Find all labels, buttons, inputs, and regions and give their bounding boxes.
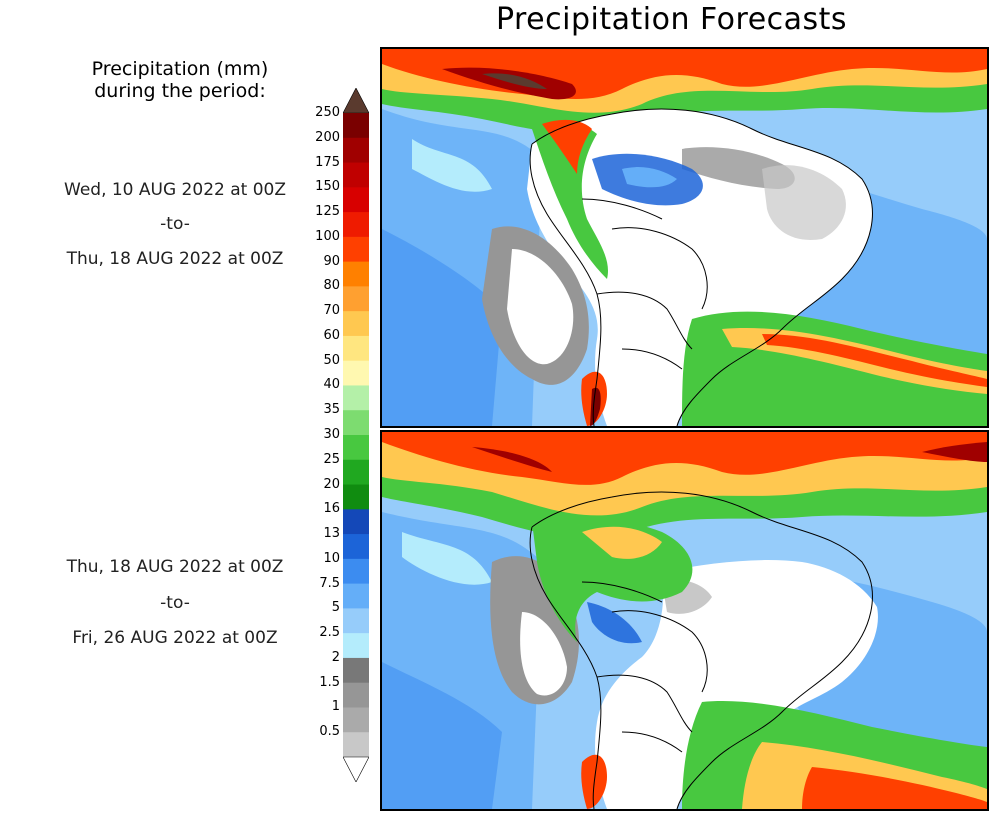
colorbar-segment	[343, 236, 369, 263]
colorbar-segment	[343, 162, 369, 188]
colorbar-segment	[343, 534, 369, 560]
period1-start: Wed, 10 AUG 2022 at 00Z	[64, 180, 286, 200]
colorbar-tick-label: 2	[331, 649, 340, 665]
colorbar-tick-label: 20	[323, 476, 340, 492]
colorbar-segment	[343, 311, 369, 337]
precip-map-1	[382, 49, 987, 426]
colorbar-tick-label: 200	[315, 129, 340, 145]
colorbar-tick-label: 150	[315, 179, 340, 195]
colorbar-segment	[343, 212, 369, 238]
colorbar-tick-label: 30	[323, 427, 340, 442]
colorbar-tick-label: 16	[323, 501, 340, 517]
colorbar-segment	[343, 657, 369, 684]
colorbar-segment	[343, 484, 369, 510]
legend-title-line1: Precipitation (mm)	[91, 58, 269, 80]
colorbar-tick-label: 5	[331, 600, 340, 616]
colorbar-segment	[343, 360, 369, 386]
colorbar-segment	[343, 558, 369, 585]
colorbar-tick-label: 13	[323, 526, 340, 542]
colorbar-tick-label: 1.5	[319, 674, 340, 690]
colorbar-bottom-arrow	[343, 756, 369, 782]
map-panel-period2	[380, 430, 989, 811]
colorbar-segment	[343, 608, 369, 634]
colorbar-tick-label: 7.5	[319, 575, 340, 591]
colorbar-tick-label: 50	[323, 352, 340, 368]
colorbar-segment	[343, 410, 369, 436]
colorbar-top-arrow	[343, 88, 369, 114]
colorbar-segment	[343, 732, 369, 758]
period2-end: Fri, 26 AUG 2022 at 00Z	[72, 628, 278, 648]
precip-map-2	[382, 432, 987, 809]
colorbar-segment	[343, 509, 369, 535]
colorbar-segment	[343, 633, 369, 659]
colorbar-tick-label: 175	[315, 154, 340, 170]
colorbar-segment	[343, 682, 369, 708]
colorbar-segment	[343, 435, 369, 461]
legend-title-line2: during the period:	[94, 80, 266, 102]
colorbar-tick-label: 80	[323, 278, 340, 294]
colorbar-tick-label: 70	[323, 303, 340, 319]
colorbar-segment	[343, 286, 369, 312]
colorbar-tick-label: 0.5	[319, 724, 340, 740]
color-scale-bar	[343, 88, 369, 782]
colorbar-tick-label: 10	[323, 550, 340, 566]
colorbar-segment	[343, 261, 369, 287]
colorbar-tick-label: 35	[323, 402, 340, 418]
colorbar-segment	[343, 583, 369, 609]
colorbar-tick-label: 250	[315, 105, 340, 120]
period2-to: -to-	[160, 593, 190, 613]
colorbar-segment	[343, 113, 369, 139]
colorbar-tick-label: 60	[323, 327, 340, 343]
colorbar-segment	[343, 385, 369, 411]
period2-start: Thu, 18 AUG 2022 at 00Z	[66, 557, 284, 577]
page-title: Precipitation Forecasts	[495, 2, 848, 37]
colorbar-tick-label: 1	[331, 699, 340, 715]
colorbar-tick-label: 125	[315, 204, 340, 220]
period1-end: Thu, 18 AUG 2022 at 00Z	[66, 249, 284, 269]
colorbar-segment	[343, 137, 369, 164]
colorbar-segment	[343, 335, 369, 362]
colorbar-segment	[343, 187, 369, 213]
colorbar-tick-label: 90	[323, 253, 340, 269]
colorbar-tick-label: 100	[315, 228, 340, 244]
period1-to: -to-	[160, 214, 190, 234]
colorbar-segment	[343, 707, 369, 733]
legend-title: Precipitation (mm) during the period:	[40, 58, 320, 102]
map-panel-period1	[380, 47, 989, 428]
colorbar-tick-label: 2.5	[319, 625, 340, 641]
colorbar-tick-label: 40	[323, 377, 340, 393]
colorbar-tick-label: 25	[323, 451, 340, 467]
colorbar-segment	[343, 459, 369, 486]
